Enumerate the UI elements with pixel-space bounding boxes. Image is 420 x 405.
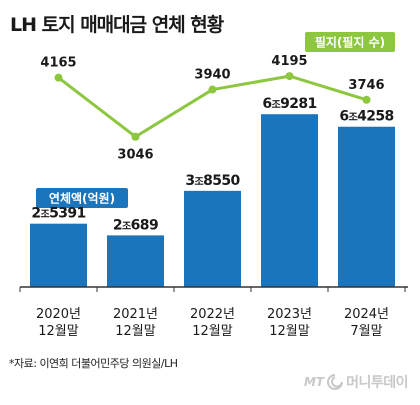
source-note: *자료: 이연희 더불어민주당 의원실/LH bbox=[9, 357, 178, 370]
line-point bbox=[285, 72, 294, 81]
line-point bbox=[208, 85, 217, 94]
x-axis-ticks bbox=[19, 287, 406, 292]
x-axis-label: 2022년 bbox=[190, 307, 235, 322]
x-axis-label: 2023년 bbox=[267, 307, 312, 322]
line-point bbox=[362, 95, 371, 104]
line-point bbox=[54, 73, 63, 82]
legend-line-series: 필지(필지 수) bbox=[305, 32, 395, 52]
bar-value-label: 6조4258 bbox=[339, 109, 393, 125]
bar bbox=[107, 235, 164, 287]
legend-bar-label: 연체액(억원) bbox=[49, 191, 115, 206]
x-axis-label: 12월말 bbox=[115, 324, 156, 339]
x-axis-label: 2024년 bbox=[344, 307, 389, 322]
line-point bbox=[131, 132, 140, 141]
bar-series bbox=[30, 114, 395, 287]
legend-bar-bg bbox=[36, 188, 128, 208]
bar bbox=[261, 114, 318, 287]
legend-line-label: 필지(필지 수) bbox=[315, 35, 385, 50]
bar-value-label: 2조689 bbox=[113, 217, 158, 233]
swirl-logo-icon bbox=[327, 374, 344, 390]
x-axis-label: 7월말 bbox=[350, 324, 382, 339]
watermark-mt: MT bbox=[303, 375, 325, 389]
legend-line-bg bbox=[305, 32, 395, 52]
watermark-brand-name: 머니투데이 bbox=[346, 375, 408, 391]
bar bbox=[338, 126, 395, 287]
bar-value-label: 6조9281 bbox=[262, 96, 316, 112]
bar-value-label: 2조5391 bbox=[31, 206, 85, 222]
line-value-label: 3046 bbox=[117, 148, 153, 163]
line-value-label: 4165 bbox=[40, 56, 76, 71]
x-axis-label: 2021년 bbox=[113, 307, 158, 322]
line-value-label: 3940 bbox=[194, 68, 230, 83]
bar-value-labels: 2조5391 2조689 3조8550 6조9281 6조4258 bbox=[31, 96, 394, 233]
x-axis-label: 12월말 bbox=[269, 324, 310, 339]
line-value-label: 4195 bbox=[271, 54, 307, 69]
x-axis-label: 12월말 bbox=[192, 324, 233, 339]
watermark: MT 머니투데이 bbox=[304, 372, 408, 392]
line-series bbox=[57, 74, 367, 139]
line-value-labels: 4165 3046 3940 4195 3746 bbox=[40, 54, 384, 163]
bar-value-label: 3조8550 bbox=[185, 173, 240, 189]
line-value-label: 3746 bbox=[348, 78, 384, 93]
bar bbox=[184, 190, 241, 287]
legend-bar-series: 연체액(억원) bbox=[36, 188, 128, 208]
x-axis-label: 2020년 bbox=[36, 307, 81, 322]
bar bbox=[30, 223, 87, 287]
chart-title: LH 토지 매매대금 연체 현황 bbox=[10, 14, 224, 36]
x-axis-label: 12월말 bbox=[38, 324, 79, 339]
x-axis-labels: 2020년 12월말 2021년 12월말 2022년 12월말 2023년 12월말 2024… bbox=[36, 307, 389, 339]
line-points bbox=[54, 72, 371, 141]
